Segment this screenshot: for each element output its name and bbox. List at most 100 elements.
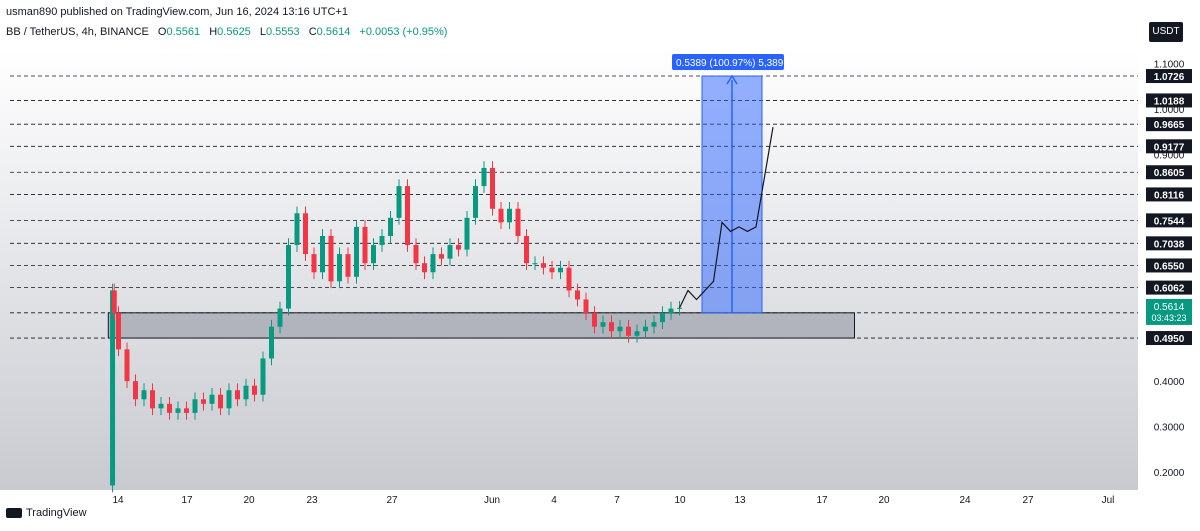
projection-line (678, 127, 774, 309)
level-price-label: 0.9177 (1154, 142, 1185, 153)
candle-body (668, 308, 674, 314)
candle-body (150, 390, 155, 409)
candle-body (541, 263, 546, 268)
x-tick-label: 27 (386, 495, 398, 506)
candle-body (609, 322, 614, 332)
level-price-label: 0.8605 (1154, 168, 1185, 179)
close-label: C (308, 26, 317, 38)
change-value: +0.0053 (+0.95%) (359, 26, 448, 38)
y-tick-label: 0.9000 (1154, 150, 1185, 161)
x-tick-label: 17 (181, 495, 193, 506)
candle-body (456, 245, 461, 250)
candle-body (235, 390, 240, 400)
candle-body (439, 254, 444, 259)
candle-body (413, 245, 419, 264)
currency-unit-button[interactable]: USDT (1149, 22, 1183, 42)
symbol-legend: BB / TetherUS, 4h, BINANCE O0.5561 H0.56… (6, 26, 453, 38)
candle-body (175, 408, 181, 413)
high-value: 0.5625 (217, 26, 251, 38)
candle-body (592, 313, 597, 327)
x-tick-label: 20 (878, 495, 890, 506)
candle-body (651, 322, 657, 327)
candle-body (337, 254, 342, 282)
candle-body (388, 217, 393, 236)
y-tick-label: 1.0000 (1154, 105, 1185, 116)
level-price-tag (1146, 165, 1192, 180)
candle-body (277, 308, 283, 327)
measure-label-text: 0.5389 (100.97%) 5,389 (676, 58, 784, 69)
level-price-tag (1146, 117, 1192, 132)
x-tick-label: 4 (551, 495, 557, 506)
candle-body (617, 326, 623, 332)
candle-body (430, 254, 436, 273)
level-price-label: 0.9665 (1154, 120, 1185, 131)
level-price-tag (1146, 280, 1192, 295)
candle-body (133, 381, 138, 400)
candle-body (583, 299, 589, 314)
candle-body (218, 394, 223, 409)
candle-body (634, 331, 640, 336)
candle-body (294, 213, 300, 246)
x-tick-label: 24 (959, 495, 971, 506)
candle-body (643, 326, 648, 332)
low-label: L (259, 26, 266, 38)
x-tick-label: 17 (816, 495, 828, 506)
symbol-name: BB / TetherUS, 4h, BINANCE (6, 26, 149, 38)
candle-body (252, 385, 257, 395)
high-label: H (209, 26, 218, 38)
candle-body (124, 349, 130, 382)
level-price-tag (1146, 258, 1192, 273)
candle-body (379, 235, 385, 246)
level-price-tag (1146, 331, 1192, 346)
candle-body (600, 322, 606, 327)
candle-body (473, 186, 478, 218)
candle-body (498, 208, 504, 223)
candle-body (524, 235, 529, 264)
x-tick-label: Jun (484, 495, 500, 506)
x-tick-label: 10 (674, 495, 686, 506)
candle-body (660, 313, 665, 323)
open-label: O (157, 26, 167, 38)
candle-body (311, 254, 317, 273)
candle-body (626, 326, 631, 336)
x-tick-label: 7 (614, 495, 620, 506)
y-tick-label: 0.4000 (1154, 377, 1185, 388)
candle-body (192, 399, 198, 413)
level-price-label: 0.7544 (1154, 216, 1185, 227)
level-price-label: 0.7038 (1154, 239, 1185, 250)
candle-body (320, 235, 325, 273)
candle-body (566, 267, 572, 291)
level-price-tag (1146, 187, 1192, 202)
candle-body (507, 208, 512, 223)
candle-body (209, 394, 215, 404)
candle-body (354, 226, 359, 277)
level-price-label: 1.0726 (1154, 72, 1185, 83)
x-tick-label: Jul (1102, 495, 1115, 506)
level-price-tag (1146, 213, 1192, 228)
candle-body (345, 254, 351, 277)
candle-body (575, 290, 580, 300)
candle-body (141, 390, 147, 400)
candle-body (481, 167, 487, 187)
measure-arrow-head (726, 74, 738, 85)
level-price-label: 1.0188 (1154, 96, 1185, 107)
candle-body (532, 263, 538, 265)
candle-body (269, 326, 274, 359)
candle-body (116, 313, 121, 350)
level-price-label: 0.8116 (1154, 190, 1184, 201)
candle-body (184, 408, 189, 413)
candle-body (405, 186, 410, 246)
x-tick-label: 20 (243, 495, 255, 506)
candle-body (111, 290, 117, 314)
countdown-label: 03:43:23 (1151, 313, 1186, 323)
tradingview-brand[interactable]: TradingView (6, 507, 87, 519)
candle-body (558, 267, 563, 273)
y-tick-label: 0.3000 (1154, 422, 1185, 433)
candle-body (371, 245, 376, 264)
x-tick-label: 23 (306, 495, 318, 506)
open-value: 0.5561 (166, 26, 201, 38)
candle-body (158, 403, 164, 409)
level-price-tag (1146, 69, 1192, 84)
candle-body (362, 226, 368, 264)
